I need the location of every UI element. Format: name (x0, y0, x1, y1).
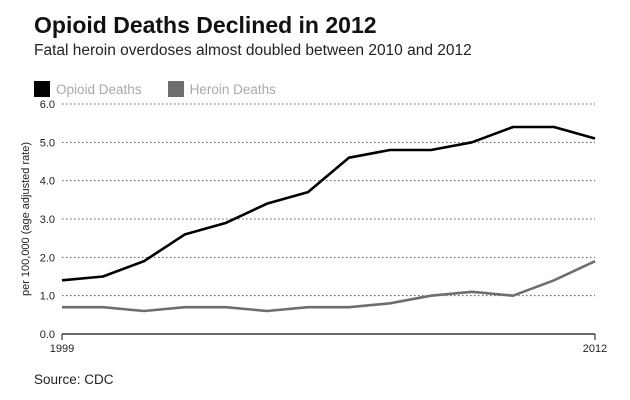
y-axis-label: per 100,000 (age adjusted rate) (20, 142, 32, 296)
legend-label-opioid: Opioid Deaths (56, 81, 142, 97)
y-tick-label: 6.0 (40, 99, 55, 111)
x-tick-label: 2012 (583, 343, 607, 355)
y-tick-label: 1.0 (40, 291, 55, 303)
source-note: Source: CDC (34, 372, 114, 387)
y-tick-label: 4.0 (40, 176, 55, 188)
legend: Opioid Deaths Heroin Deaths (34, 80, 302, 98)
legend-item-opioid: Opioid Deaths (34, 81, 142, 97)
series-line-heroin (62, 259, 596, 313)
y-tick-label: 0.0 (40, 329, 55, 341)
y-tick-label: 2.0 (40, 252, 55, 264)
chart-title: Opioid Deaths Declined in 2012 (34, 12, 377, 38)
legend-label-heroin: Heroin Deaths (189, 81, 276, 97)
legend-item-heroin: Heroin Deaths (167, 81, 276, 97)
y-tick-label: 3.0 (40, 214, 55, 226)
chart-subtitle: Fatal heroin overdoses almost doubled be… (34, 42, 472, 59)
x-tick-label: 1999 (50, 343, 74, 355)
legend-swatch-heroin (167, 81, 184, 97)
series-line-opioid (61, 125, 596, 282)
y-tick-label: 5.0 (40, 137, 55, 149)
legend-swatch-opioid (34, 81, 50, 97)
